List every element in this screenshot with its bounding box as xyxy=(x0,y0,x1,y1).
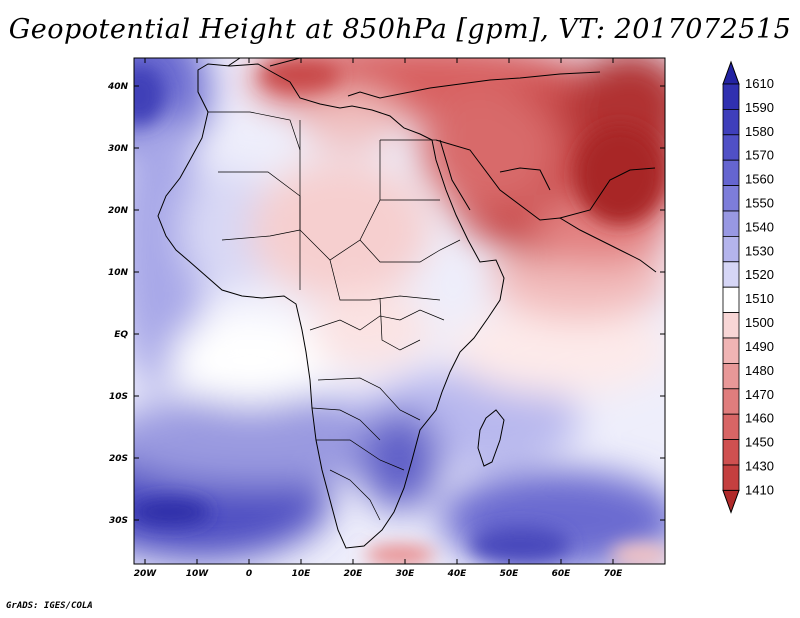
colorbar-swatch xyxy=(722,210,740,237)
coastlines xyxy=(157,58,657,549)
lat-label: 10S xyxy=(109,392,128,402)
colorbar-label: 1570 xyxy=(745,148,774,163)
lat-label: 20S xyxy=(109,454,128,464)
colorbar-swatch xyxy=(722,362,740,390)
colorbar-swatch xyxy=(722,109,740,136)
geopotential-field xyxy=(134,58,665,564)
colorbar-label: 1580 xyxy=(745,124,774,139)
colorbar-label: 1540 xyxy=(745,219,774,234)
colorbar-swatch xyxy=(722,261,740,288)
colorbar-label: 1520 xyxy=(745,267,774,282)
lon-label: 50E xyxy=(500,569,520,579)
axis-labels: 40N 30N 20N 10N EQ 10S 20S 30S 20W 10W 0 10E 20E 30E 4… xyxy=(107,82,623,579)
colorbar-swatch xyxy=(722,312,740,339)
map-frame xyxy=(133,57,666,565)
lon-label: 20E xyxy=(344,569,364,579)
axis-ticks xyxy=(134,58,665,564)
colorbar-swatch xyxy=(722,388,740,415)
colorbar-label: 1430 xyxy=(745,458,774,473)
colorbar-swatch xyxy=(722,439,740,466)
lon-label: 70E xyxy=(604,569,624,579)
lon-label: 20W xyxy=(134,569,158,579)
colorbar-swatch xyxy=(722,337,740,364)
colorbar-label: 1510 xyxy=(745,291,774,306)
grads-credit: GrADS: IGES/COLA xyxy=(6,601,93,611)
colorbar-swatch xyxy=(722,235,740,263)
colorbar-swatch xyxy=(722,185,740,212)
colorbar-label: 1530 xyxy=(745,243,774,258)
lon-label: 60E xyxy=(552,569,572,579)
colorbar-label: 1460 xyxy=(745,411,774,426)
colorbar-label: 1590 xyxy=(745,100,774,115)
colorbar-label: 1480 xyxy=(745,363,774,378)
colorbar-label: 1490 xyxy=(745,339,774,354)
colorbar-swatch xyxy=(722,286,740,314)
lon-label: 0 xyxy=(246,569,252,579)
lon-label: 10W xyxy=(186,569,210,579)
lat-label: 40N xyxy=(107,82,129,92)
colorbar-swatch xyxy=(722,464,740,491)
colorbar-swatch xyxy=(722,413,740,441)
colorbar-top-arrow xyxy=(722,60,740,85)
lon-label: 10E xyxy=(292,569,312,579)
country-borders xyxy=(208,111,461,521)
lon-label: 40E xyxy=(447,569,468,579)
colorbar-label: 1410 xyxy=(745,482,774,497)
colorbar-swatch xyxy=(722,134,740,161)
lat-label: 30N xyxy=(108,144,129,154)
colorbar-label: 1450 xyxy=(745,435,774,450)
colorbar: 1610 1590 1580 1570 1560 1550 1540 1530 1520 1510… xyxy=(722,60,774,514)
colorbar-label: 1550 xyxy=(745,196,774,211)
lat-label: EQ xyxy=(114,330,128,340)
chart-title: Geopotential Height at 850hPa [gpm], VT:… xyxy=(8,14,792,45)
lat-label: 30S xyxy=(109,516,128,526)
colorbar-label: 1500 xyxy=(745,315,774,330)
colorbar-label: 1610 xyxy=(745,76,774,91)
lat-label: 20N xyxy=(108,206,129,216)
lat-label: 10N xyxy=(108,268,129,278)
colorbar-swatch xyxy=(722,159,740,186)
colorbar-label: 1560 xyxy=(745,172,774,187)
colorbar-bottom-arrow xyxy=(722,489,740,514)
lon-label: 30E xyxy=(396,569,416,579)
colorbar-swatch xyxy=(722,83,740,110)
colorbar-label: 1470 xyxy=(745,387,774,402)
